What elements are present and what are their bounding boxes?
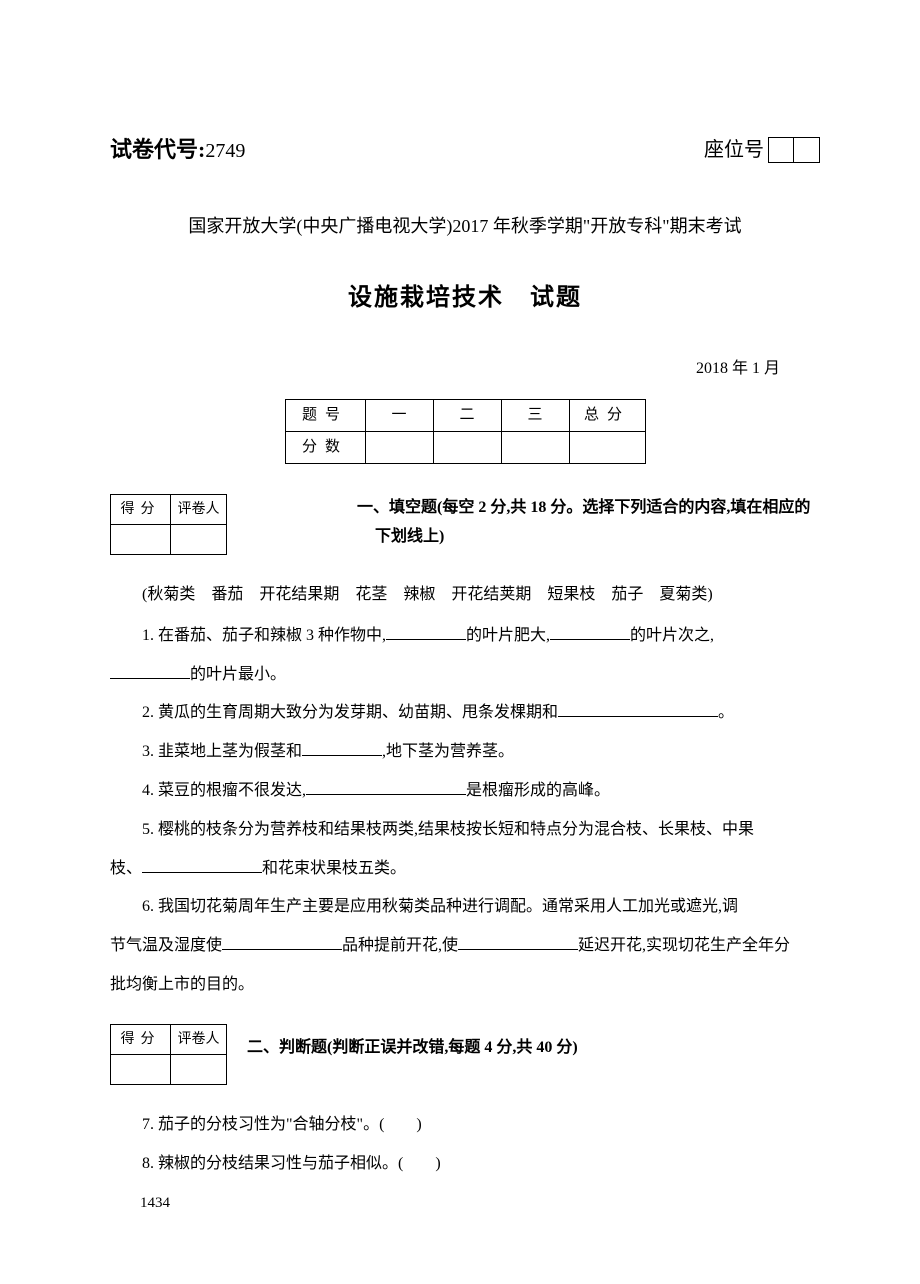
q3-text-b: ,地下茎为营养茎。: [382, 743, 514, 760]
exam-code-num: 2749: [205, 140, 245, 162]
score-td-label: 分数: [285, 431, 365, 463]
score-td-2: [433, 431, 501, 463]
q1-text-c: 的叶片次之,: [630, 627, 714, 644]
question-1-cont: 的叶片最小。: [110, 657, 820, 694]
q4-text-a: 4. 菜豆的根瘤不很发达,: [142, 782, 306, 799]
section-1-title-sub: 下划线上): [357, 523, 820, 552]
word-bank: (秋菊类 番茄 开花结果期 花茎 辣椒 开花结荚期 短果枝 茄子 夏菊类): [110, 577, 820, 614]
question-8: 8. 辣椒的分枝结果习性与茄子相似。( ): [110, 1146, 820, 1183]
question-5: 5. 樱桃的枝条分为营养枝和结果枝两类,结果枝按长短和特点分为混合枝、长果枝、中…: [110, 812, 820, 849]
question-3: 3. 韭菜地上茎为假茎和 ,地下茎为营养茎。: [110, 734, 820, 771]
q6-text-b: 节气温及湿度使: [110, 937, 222, 954]
grader2-score-cell: [111, 1054, 171, 1084]
grader-header-row: 得分 评卷人: [111, 494, 227, 524]
grader-score-label: 得分: [111, 494, 171, 524]
question-6-cont1: 节气温及湿度使 品种提前开花,使 延迟开花,实现切花生产全年分: [110, 928, 820, 965]
question-4: 4. 菜豆的根瘤不很发达, 是根瘤形成的高峰。: [110, 773, 820, 810]
page-number: 1434: [110, 1190, 820, 1217]
q5-blank-1: [142, 853, 262, 872]
q6-text-a: 6. 我国切花菊周年生产主要是应用秋菊类品种进行调配。通常采用人工加光或遮光,调: [142, 898, 738, 915]
q6-blank-1: [222, 931, 342, 950]
score-th-3: 三: [501, 399, 569, 431]
section-1-header: 一、填空题(每空 2 分,共 18 分。选择下列适合的内容,填在相应的 下划线上…: [247, 494, 820, 552]
q3-blank-1: [302, 737, 382, 756]
score-td-1: [365, 431, 433, 463]
grader-value-row: [111, 524, 227, 554]
q5-text-b: 枝、: [110, 860, 142, 877]
grader-reviewer-label: 评卷人: [171, 494, 227, 524]
question-7: 7. 茄子的分枝习性为"合轴分枝"。( ): [110, 1107, 820, 1144]
question-6-cont2: 批均衡上市的目的。: [110, 967, 820, 1004]
q3-text-a: 3. 韭菜地上茎为假茎和: [142, 743, 302, 760]
q1-blank-2: [550, 621, 630, 640]
q6-text-d: 延迟开花,实现切花生产全年分: [578, 937, 790, 954]
section-2-content: 7. 茄子的分枝习性为"合轴分枝"。( ) 8. 辣椒的分枝结果习性与茄子相似。…: [110, 1107, 820, 1183]
q6-text-c: 品种提前开花,使: [342, 937, 458, 954]
q4-blank-1: [306, 776, 466, 795]
q2-text-b: 。: [718, 704, 734, 721]
exam-date: 2018 年 1 月: [110, 355, 820, 384]
q1-blank-1: [386, 621, 466, 640]
seat-boxes: [768, 137, 820, 163]
grader-reviewer-cell: [171, 524, 227, 554]
score-th-2: 二: [433, 399, 501, 431]
section-2-wrap: 得分 评卷人 二、判断题(判断正误并改错,每题 4 分,共 40 分): [110, 1024, 820, 1095]
exam-code-label: 试卷代号:: [110, 137, 205, 162]
seat-label-text: 座位号: [704, 132, 764, 168]
section-2-header: 二、判断题(判断正误并改错,每题 4 分,共 40 分): [247, 1024, 820, 1063]
question-5-cont: 枝、 和花束状果枝五类。: [110, 851, 820, 888]
score-value-row: 分数: [285, 431, 645, 463]
q1-text-d: 的叶片最小。: [190, 666, 286, 683]
q5-text-a: 5. 樱桃的枝条分为营养枝和结果枝两类,结果枝按长短和特点分为混合枝、长果枝、中…: [142, 821, 754, 838]
q2-blank-1: [558, 698, 718, 717]
score-th-total: 总分: [569, 399, 645, 431]
grader2-reviewer-cell: [171, 1054, 227, 1084]
section-1-content: (秋菊类 番茄 开花结果期 花茎 辣椒 开花结荚期 短果枝 茄子 夏菊类) 1.…: [110, 577, 820, 1004]
q1-text-b: 的叶片肥大,: [466, 627, 550, 644]
seat-box-1: [768, 137, 794, 163]
section-1-title: 一、填空题(每空 2 分,共 18 分。选择下列适合的内容,填在相应的: [357, 499, 810, 516]
grader-table-1: 得分 评卷人: [110, 494, 227, 555]
header-row: 试卷代号:2749 座位号: [110, 130, 820, 170]
exam-code: 试卷代号:2749: [110, 130, 245, 170]
q6-blank-2: [458, 931, 578, 950]
q6-text-e: 批均衡上市的目的。: [110, 976, 254, 993]
score-table: 题号 一 二 三 总分 分数: [285, 399, 646, 464]
score-td-total: [569, 431, 645, 463]
question-1: 1. 在番茄、茄子和辣椒 3 种作物中, 的叶片肥大, 的叶片次之,: [110, 618, 820, 655]
exam-title: 设施栽培技术 试题: [110, 277, 820, 320]
score-td-3: [501, 431, 569, 463]
question-6: 6. 我国切花菊周年生产主要是应用秋菊类品种进行调配。通常采用人工加光或遮光,调: [110, 889, 820, 926]
q1-blank-3: [110, 659, 190, 678]
question-2: 2. 黄瓜的生育周期大致分为发芽期、幼苗期、甩条发棵期和 。: [110, 695, 820, 732]
grader2-reviewer-label: 评卷人: [171, 1024, 227, 1054]
grader2-value-row: [111, 1054, 227, 1084]
q4-text-b: 是根瘤形成的高峰。: [466, 782, 610, 799]
seat-number: 座位号: [704, 132, 820, 168]
score-header-row: 题号 一 二 三 总分: [285, 399, 645, 431]
grader-table-2: 得分 评卷人: [110, 1024, 227, 1085]
score-th-label: 题号: [285, 399, 365, 431]
seat-box-2: [794, 137, 820, 163]
grader2-score-label: 得分: [111, 1024, 171, 1054]
score-th-1: 一: [365, 399, 433, 431]
q2-text-a: 2. 黄瓜的生育周期大致分为发芽期、幼苗期、甩条发棵期和: [142, 704, 558, 721]
q5-text-c: 和花束状果枝五类。: [262, 860, 406, 877]
grader2-header-row: 得分 评卷人: [111, 1024, 227, 1054]
q1-text-a: 1. 在番茄、茄子和辣椒 3 种作物中,: [142, 627, 386, 644]
grader-score-cell: [111, 524, 171, 554]
university-line: 国家开放大学(中央广播电视大学)2017 年秋季学期"开放专科"期末考试: [110, 210, 820, 242]
